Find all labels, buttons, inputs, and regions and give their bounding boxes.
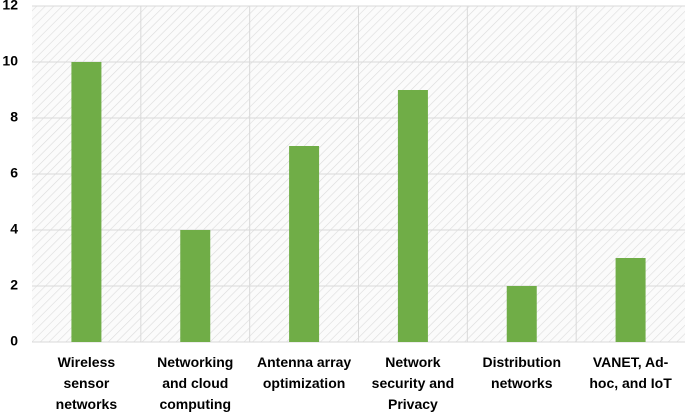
bar bbox=[615, 258, 646, 342]
y-tick-label: 6 bbox=[10, 165, 18, 181]
y-tick-label: 8 bbox=[10, 109, 18, 125]
x-tick-label: Distribution networks bbox=[482, 354, 562, 391]
bar bbox=[397, 90, 428, 342]
bar bbox=[71, 62, 102, 342]
bar bbox=[289, 146, 320, 342]
x-tick-label: Antenna array optimization bbox=[257, 354, 352, 391]
bar bbox=[180, 230, 211, 342]
y-tick-label: 10 bbox=[2, 53, 18, 69]
x-tick-label: Network security and Privacy bbox=[371, 354, 455, 412]
y-tick-label: 4 bbox=[10, 221, 18, 237]
x-tick-label: Wireless sensor networks bbox=[55, 354, 118, 412]
y-tick-label: 0 bbox=[10, 333, 18, 349]
bar bbox=[506, 286, 537, 342]
x-tick-label: VANET, Ad-hoc, and IoT bbox=[589, 354, 672, 391]
x-tick-label: Networking and cloud computing bbox=[157, 354, 234, 412]
y-tick-label: 12 bbox=[2, 0, 18, 13]
y-tick-label: 2 bbox=[10, 277, 18, 293]
